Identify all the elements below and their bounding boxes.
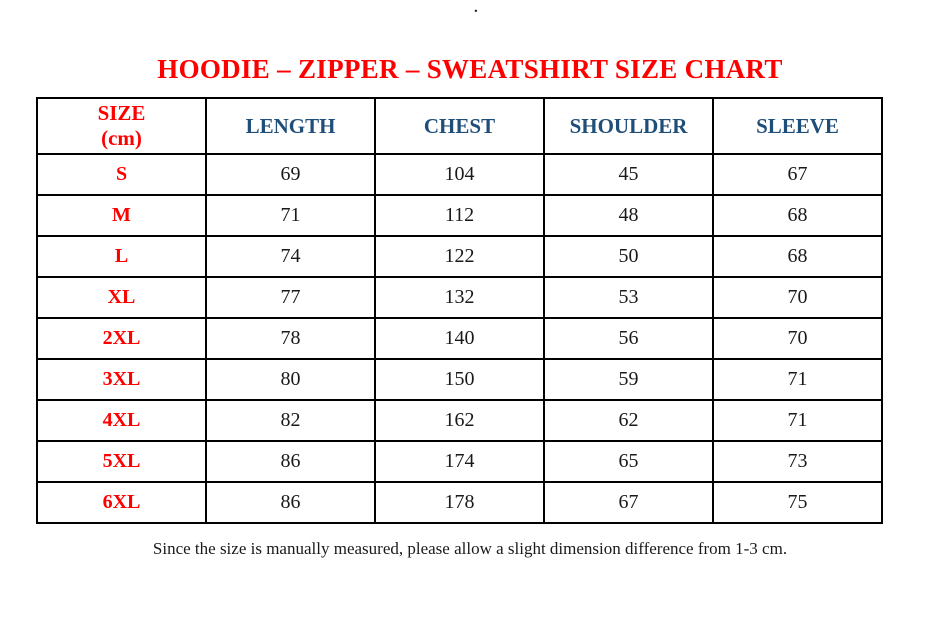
size-table-header: SIZE (cm) LENGTH CHEST SHOULDER SLEEVE [36, 97, 883, 155]
shoulder-value-cell: 65 [543, 440, 714, 483]
table-row: 6XL 86 178 67 75 [36, 481, 883, 524]
size-label-cell: 4XL [36, 399, 207, 442]
shoulder-value-cell: 53 [543, 276, 714, 319]
length-value-cell: 86 [205, 440, 376, 483]
size-column-header-line1: SIZE [97, 100, 146, 125]
table-row: 4XL 82 162 62 71 [36, 399, 883, 442]
shoulder-value-cell: 50 [543, 235, 714, 278]
header-row: SIZE (cm) LENGTH CHEST SHOULDER SLEEVE [36, 97, 883, 155]
chest-value-cell: 150 [374, 358, 545, 401]
size-label-cell: 3XL [36, 358, 207, 401]
shoulder-column-header: SHOULDER [543, 97, 714, 155]
table-row: S 69 104 45 67 [36, 153, 883, 196]
table-row: XL 77 132 53 70 [36, 276, 883, 319]
size-label-cell: 5XL [36, 440, 207, 483]
chest-value-cell: 178 [374, 481, 545, 524]
sleeve-value-cell: 73 [712, 440, 883, 483]
sleeve-column-header: SLEEVE [712, 97, 883, 155]
table-row: 2XL 78 140 56 70 [36, 317, 883, 360]
size-label-cell: 6XL [36, 481, 207, 524]
size-column-header: SIZE (cm) [36, 97, 207, 155]
sleeve-value-cell: 68 [712, 194, 883, 237]
shoulder-value-cell: 67 [543, 481, 714, 524]
size-label-cell: S [36, 153, 207, 196]
length-column-header: LENGTH [205, 97, 376, 155]
sleeve-value-cell: 75 [712, 481, 883, 524]
shoulder-value-cell: 62 [543, 399, 714, 442]
sleeve-value-cell: 70 [712, 317, 883, 360]
size-label-cell: XL [36, 276, 207, 319]
size-table-body: S 69 104 45 67 M 71 112 48 68 L 74 122 50 68 XL 77 132 53 7… [36, 153, 883, 524]
sleeve-value-cell: 67 [712, 153, 883, 196]
chest-value-cell: 140 [374, 317, 545, 360]
length-value-cell: 69 [205, 153, 376, 196]
footer-note: Since the size is manually measured, ple… [152, 539, 788, 558]
shoulder-value-cell: 59 [543, 358, 714, 401]
table-row: 3XL 80 150 59 71 [36, 358, 883, 401]
table-row: 5XL 86 174 65 73 [36, 440, 883, 483]
length-value-cell: 77 [205, 276, 376, 319]
chest-value-cell: 132 [374, 276, 545, 319]
size-label-cell: L [36, 235, 207, 278]
length-value-cell: 82 [205, 399, 376, 442]
stray-dot: . [474, 0, 478, 16]
table-row: M 71 112 48 68 [36, 194, 883, 237]
table-row: L 74 122 50 68 [36, 235, 883, 278]
sleeve-value-cell: 70 [712, 276, 883, 319]
length-value-cell: 71 [205, 194, 376, 237]
size-label-cell: M [36, 194, 207, 237]
length-value-cell: 80 [205, 358, 376, 401]
chest-column-header: CHEST [374, 97, 545, 155]
length-value-cell: 86 [205, 481, 376, 524]
sleeve-value-cell: 71 [712, 399, 883, 442]
size-label-cell: 2XL [36, 317, 207, 360]
sleeve-value-cell: 68 [712, 235, 883, 278]
chest-value-cell: 112 [374, 194, 545, 237]
length-value-cell: 74 [205, 235, 376, 278]
sleeve-value-cell: 71 [712, 358, 883, 401]
shoulder-value-cell: 56 [543, 317, 714, 360]
chest-value-cell: 122 [374, 235, 545, 278]
page-title: HOODIE – ZIPPER – SWEATSHIRT SIZE CHART [157, 54, 783, 85]
chest-value-cell: 104 [374, 153, 545, 196]
size-column-header-line2: (cm) [101, 126, 142, 150]
chest-value-cell: 174 [374, 440, 545, 483]
shoulder-value-cell: 48 [543, 194, 714, 237]
size-table: SIZE (cm) LENGTH CHEST SHOULDER SLEEVE S… [36, 97, 883, 524]
shoulder-value-cell: 45 [543, 153, 714, 196]
length-value-cell: 78 [205, 317, 376, 360]
chest-value-cell: 162 [374, 399, 545, 442]
